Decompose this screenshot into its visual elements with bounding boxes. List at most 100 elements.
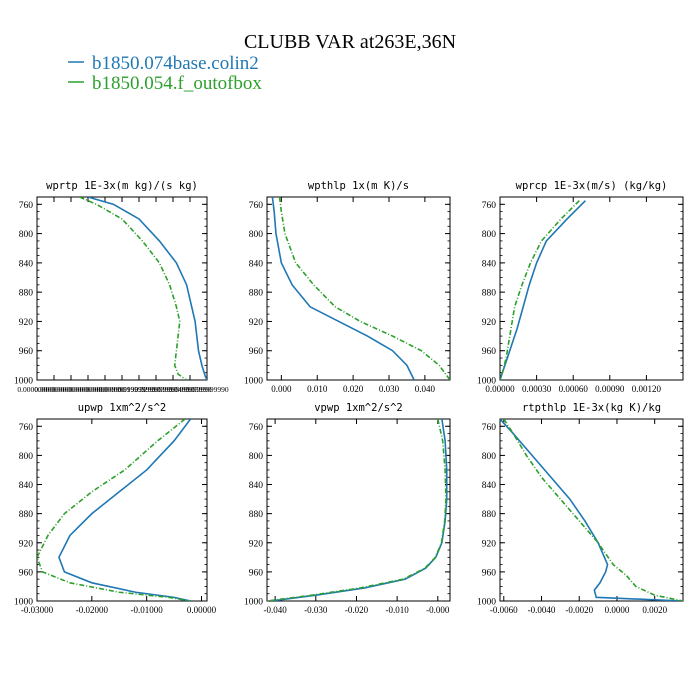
panel-wprtp: wprtp 1E-3x(m kg)/(s kg) 760 800 840 880 920 9…: [14, 180, 229, 394]
series-group: [271, 197, 450, 380]
series-line-outofbox: [267, 419, 447, 601]
x-tick-label: 0.030: [379, 384, 400, 394]
x-tick-label: 0.00000: [485, 384, 515, 394]
legend-label-1: b1850.074base.colin2: [92, 53, 259, 74]
y-tick-label: 1000: [477, 377, 496, 387]
x-tick-label: 0.020: [343, 384, 364, 394]
y-tick-label: 800: [19, 230, 34, 240]
x-tick-label: 0.000000000: [85, 385, 125, 394]
x-tick-label: 0.0599999990: [185, 385, 228, 394]
x-tick-label: 0.0199999990: [117, 385, 160, 394]
x-tick-label: -0.0060: [490, 605, 518, 615]
panel-title: rtpthlp 1E-3x(kg K)/kg: [522, 402, 661, 414]
series-line-base: [87, 197, 207, 380]
x-tick-label: 0.000: [271, 384, 292, 394]
y-tick-label: 960: [249, 568, 264, 578]
panel-title: upwp 1xm^2/s^2: [78, 402, 167, 414]
x-tick-label: 0.00060: [559, 384, 589, 394]
y-tick-label: 1000: [14, 598, 33, 608]
x-tick-label: 0.010: [307, 384, 328, 394]
y-tick-label: 800: [249, 230, 264, 240]
x-tick-label: 0.00999999999: [99, 385, 146, 394]
x-tick-label: -0.03000: [21, 605, 54, 615]
panel-wprcp: wprcp 1E-3x(m/s) (kg/kg) 760 800 840 880 920 9…: [477, 180, 684, 394]
x-tick-label: -0.030: [304, 605, 328, 615]
y-tick-label: 840: [249, 481, 264, 491]
y-tick-label: 840: [482, 481, 497, 491]
y-tick-label: 840: [19, 481, 34, 491]
y-tick-label: 920: [482, 318, 497, 328]
series-line-base: [271, 197, 415, 380]
plot-frame: [266, 196, 451, 381]
series-line-base: [500, 200, 586, 380]
y-tick-label: 920: [19, 318, 34, 328]
x-tick-label: -0.0020: [565, 605, 593, 615]
figure-title: CLUBB VAR at263E,36N: [244, 31, 456, 53]
series-line-base: [58, 419, 192, 601]
panel-vpwp: vpwp 1xm^2/s^27608008408809209601000-0.0…: [244, 402, 451, 615]
plot-frame: [36, 196, 208, 381]
y-tick-label: 960: [482, 568, 497, 578]
y-tick-label: 960: [482, 347, 497, 357]
series-group: [37, 419, 192, 601]
y-tick-label: 760: [19, 423, 34, 433]
series-group: [500, 200, 586, 380]
y-tick-label: 760: [19, 201, 34, 211]
x-tick-label: 0.0399999990: [151, 385, 194, 394]
legend-label-2: b1850.054.f_outofbox: [92, 73, 262, 94]
x-tick-label: 0.000000000: [68, 385, 108, 394]
x-tick-label: 0.000000000: [34, 385, 74, 394]
y-tick-label: 760: [482, 423, 497, 433]
y-tick-label: 800: [482, 230, 497, 240]
x-tick-label: -0.010: [386, 605, 410, 615]
x-tick-label: 0.000000000: [51, 385, 91, 394]
y-tick-label: 760: [249, 201, 264, 211]
panel-title: wprtp 1E-3x(m kg)/(s kg): [46, 180, 198, 192]
y-tick-label: 800: [19, 452, 34, 462]
x-tick-label: 0.0000: [605, 605, 630, 615]
x-tick-label: 0.0299999990: [134, 385, 177, 394]
y-tick-label: 1000: [244, 377, 263, 387]
y-tick-label: 920: [482, 539, 497, 549]
series-line-outofbox: [500, 200, 580, 380]
y-tick-label: 1000: [244, 598, 263, 608]
y-tick-label: 1000: [14, 377, 33, 387]
y-tick-label: 880: [19, 289, 34, 299]
y-tick-label: 920: [249, 318, 264, 328]
y-tick-label: 840: [19, 259, 34, 269]
x-tick-label: 0.000000000: [17, 385, 57, 394]
y-tick-label: 880: [249, 289, 264, 299]
y-tick-label: 760: [482, 201, 497, 211]
x-tick-label: 0.00090: [595, 384, 625, 394]
series-group: [500, 419, 683, 601]
y-tick-label: 760: [249, 423, 264, 433]
panel-upwp: upwp 1xm^2/s^27608008408809209601000-0.0…: [14, 402, 217, 615]
series-line-outofbox: [278, 197, 450, 380]
series-group: [267, 419, 448, 601]
x-tick-label: -0.000: [426, 605, 450, 615]
plot-frame: [499, 196, 684, 381]
panel-wpthlp: wpthlp 1x(m K)/s 760 800 840 880 920 960 1000 0.…: [244, 180, 451, 394]
x-tick-label: -0.02000: [76, 605, 109, 615]
series-line-base: [500, 419, 683, 601]
series-line-outofbox: [79, 197, 188, 380]
y-tick-label: 840: [482, 259, 497, 269]
x-tick-label: -0.0040: [528, 605, 556, 615]
x-tick-label: -0.040: [264, 605, 288, 615]
series-line-outofbox: [37, 419, 191, 601]
y-tick-label: 880: [482, 510, 497, 520]
y-tick-label: 800: [249, 452, 264, 462]
series-line-base: [270, 419, 448, 601]
x-tick-label: -0.01000: [131, 605, 164, 615]
x-tick-label: 0.040: [415, 384, 436, 394]
legend: b1850.074base.colin2 b1850.054.f_outofbo…: [68, 53, 262, 94]
x-tick-label: 0.00030: [522, 384, 552, 394]
y-tick-label: 1000: [477, 598, 496, 608]
x-tick-label: -0.020: [345, 605, 369, 615]
y-tick-label: 960: [249, 347, 264, 357]
plot-frame: [266, 418, 451, 602]
plot-frame: [36, 418, 208, 602]
y-tick-label: 880: [482, 289, 497, 299]
y-tick-label: 920: [249, 539, 264, 549]
